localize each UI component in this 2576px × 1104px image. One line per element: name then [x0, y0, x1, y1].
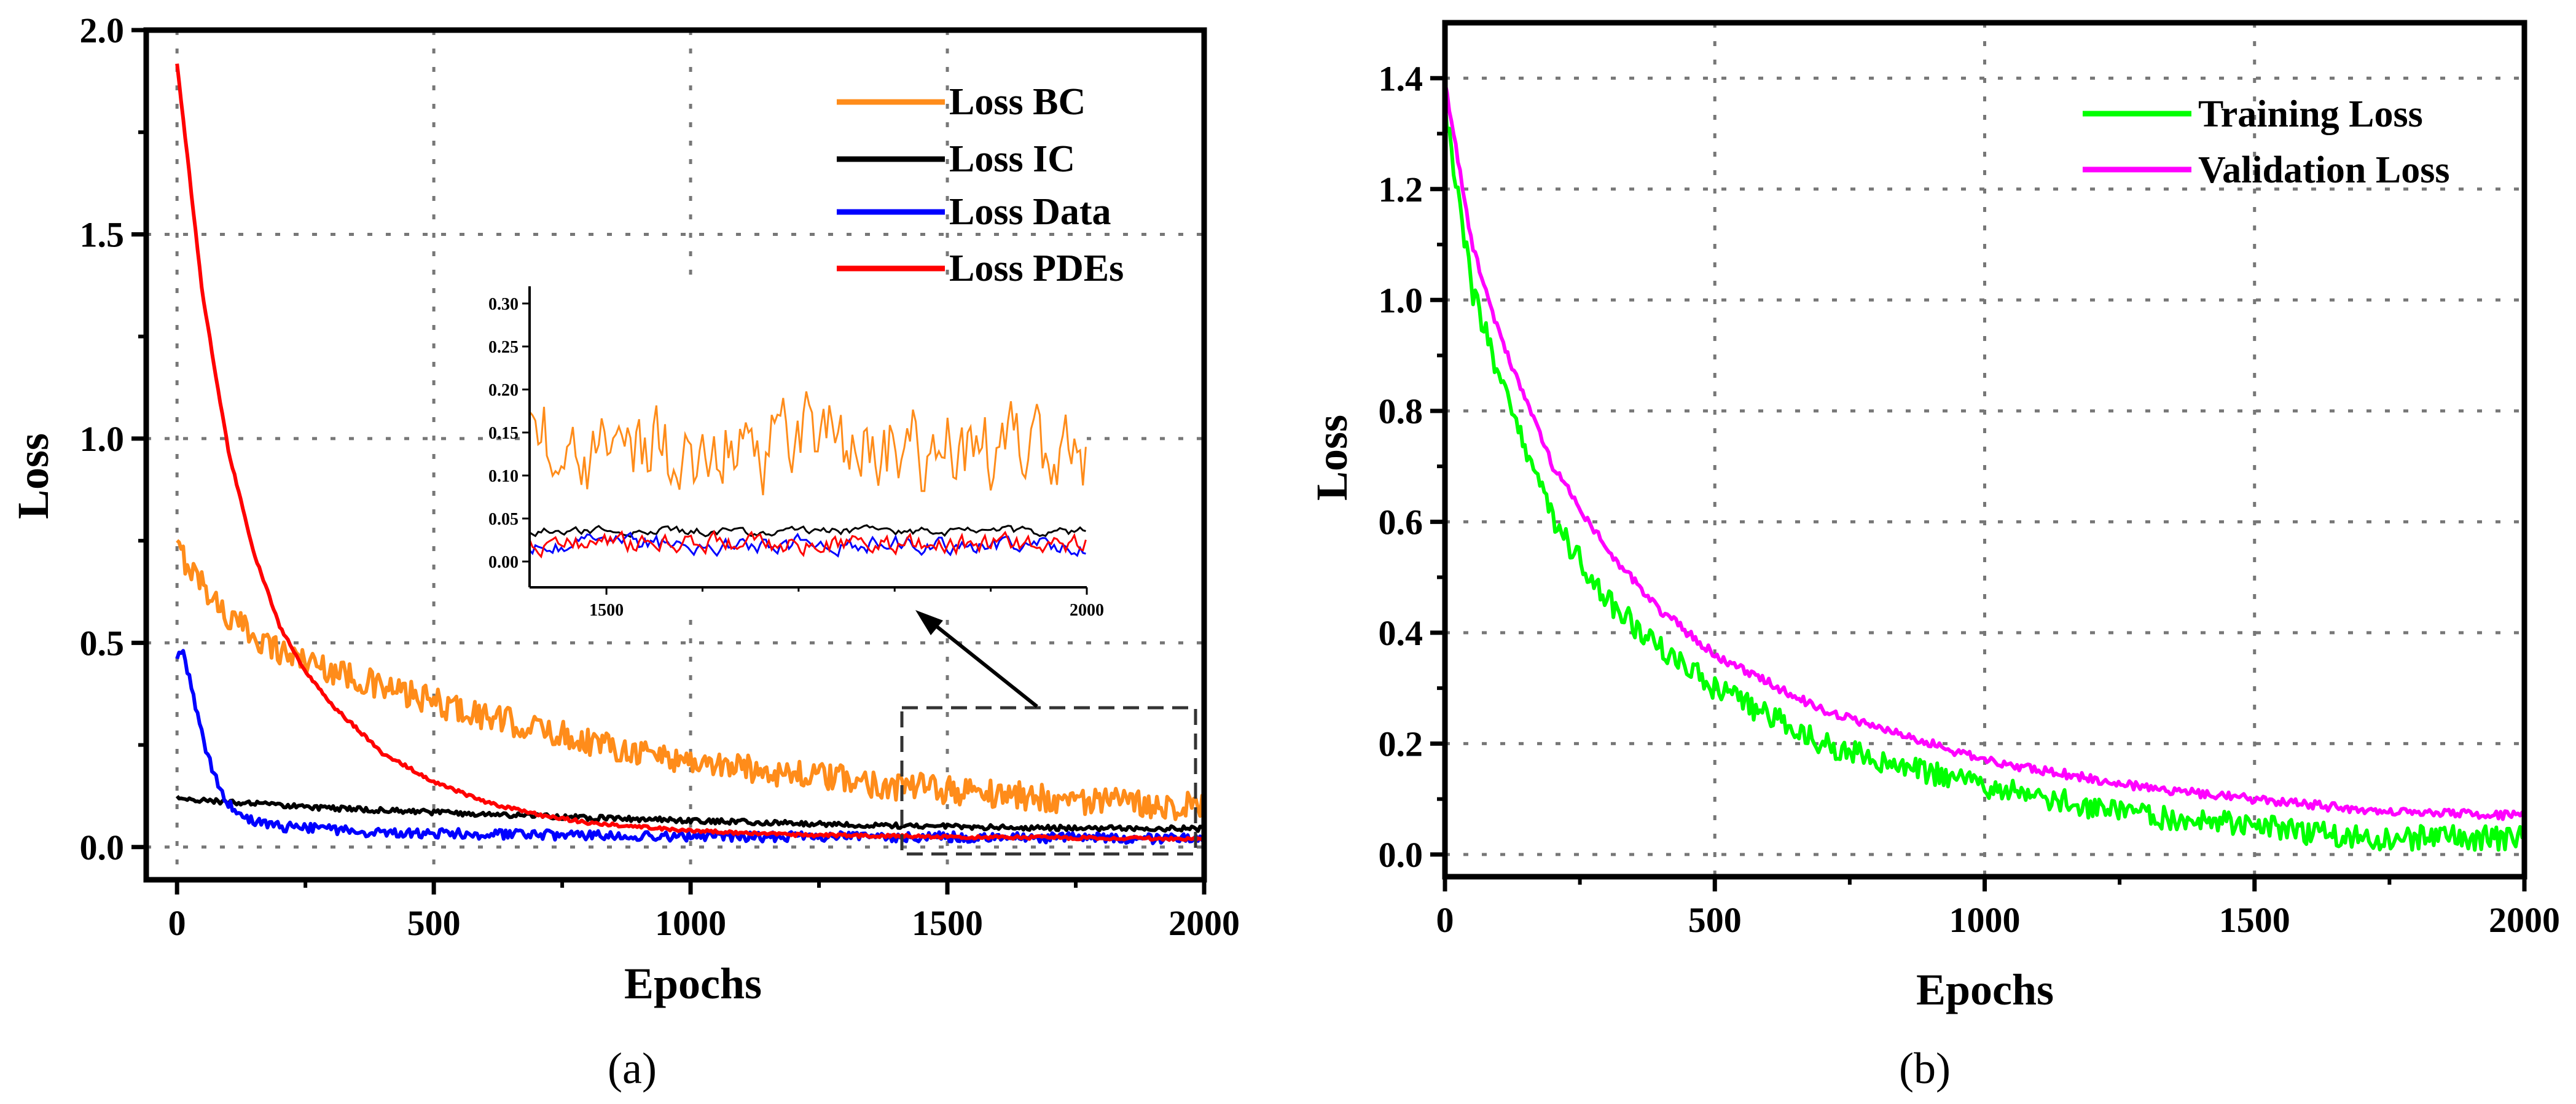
- chart-a-y-axis-title: Loss: [9, 433, 58, 519]
- x-tick-label: 0: [168, 903, 186, 943]
- chart-a-x-axis-title: Epochs: [624, 959, 762, 1008]
- x-tick-label: 1000: [1949, 900, 2021, 940]
- chart-a-inset: 0.00 0.05 0.10 0.15 0.20 0.25 0.30 1500 …: [488, 286, 1104, 620]
- chart-a-legend: Loss BC Loss IC Loss Data Loss PDEs: [837, 81, 1124, 289]
- inset-ticks: [522, 302, 1088, 595]
- legend-label-loss-ic: Loss IC: [949, 138, 1075, 180]
- y-tick-label: 0.8: [1379, 391, 1423, 431]
- chart-a-ticks: [131, 28, 1207, 895]
- chart-b-series: [1443, 82, 2526, 852]
- chart-b: 0.0 0.2 0.4 0.6 0.8 1.0 1.2 1.4 0 500 10…: [1307, 20, 2561, 1093]
- chart-a-plot-frame: [143, 27, 1207, 883]
- zoom-arrow-head: [915, 610, 943, 635]
- inset-y-tick-label: 0.05: [488, 510, 519, 529]
- y-tick-label: 0.5: [80, 623, 125, 663]
- chart-a-x-tick-labels: 0 500 1000 1500 2000: [168, 903, 1240, 943]
- y-tick-label: 0.6: [1379, 502, 1423, 542]
- y-tick-label: 1.5: [80, 214, 125, 254]
- y-tick-label: 2.0: [80, 10, 125, 50]
- inset-x-tick-labels: 1500 2000: [589, 601, 1104, 620]
- y-tick-label: 0.2: [1379, 724, 1423, 764]
- zoom-arrow: [926, 617, 1038, 708]
- inset-y-tick-label: 0.20: [488, 381, 519, 400]
- inset-series-line-loss-pdes: [528, 530, 1087, 559]
- legend-label-training-loss: Training Loss: [2198, 93, 2423, 135]
- inset-x-tick-label: 1500: [589, 601, 624, 620]
- legend-label-loss-bc: Loss BC: [949, 81, 1086, 123]
- chart-b-y-axis-title: Loss: [1307, 415, 1357, 501]
- series-line-loss-bc: [176, 539, 1206, 821]
- x-tick-label: 1000: [655, 903, 726, 943]
- x-tick-label: 1500: [912, 903, 983, 943]
- chart-b-legend: Training Loss Validation Loss: [2083, 93, 2449, 191]
- y-tick-label: 1.0: [1379, 280, 1423, 320]
- chart-a-series: [175, 63, 1206, 845]
- inset-series: [528, 391, 1087, 559]
- chart-a-y-tick-labels: 0.0 0.5 1.0 1.5 2.0: [80, 10, 125, 867]
- x-tick-label: 0: [1436, 900, 1454, 940]
- series-line-training-loss: [1443, 98, 2526, 852]
- chart-b-panel-label: (b): [1899, 1044, 1951, 1093]
- x-tick-label: 1500: [2219, 900, 2290, 940]
- inset-x-tick-label: 2000: [1070, 601, 1104, 620]
- inset-background: [530, 286, 1087, 608]
- chart-b-x-axis-title: Epochs: [1916, 965, 2054, 1014]
- inset-y-tick-labels: 0.00 0.05 0.10 0.15 0.20 0.25 0.30: [488, 295, 519, 572]
- legend-label-validation-loss: Validation Loss: [2198, 149, 2449, 191]
- inset-y-tick-label: 0.10: [488, 467, 519, 486]
- inset-y-tick-label: 0.30: [488, 295, 519, 314]
- legend-label-loss-data: Loss Data: [949, 191, 1111, 233]
- chart-a-panel-label: (a): [608, 1044, 657, 1093]
- chart-b-y-tick-labels: 0.0 0.2 0.4 0.6 0.8 1.0 1.2 1.4: [1379, 58, 1423, 875]
- chart-a: 0.0 0.5 1.0 1.5 2.0 0 500 1000 1500 2000…: [9, 10, 1240, 1093]
- y-tick-label: 1.2: [1379, 170, 1423, 209]
- inset-y-tick-label: 0.15: [488, 424, 519, 443]
- y-tick-label: 1.4: [1379, 58, 1423, 98]
- y-tick-label: 0.0: [1379, 835, 1423, 875]
- inset-y-tick-label: 0.25: [488, 338, 519, 357]
- x-tick-label: 500: [1688, 900, 1742, 940]
- inset-y-tick-label: 0.00: [488, 553, 519, 572]
- chart-b-ticks: [1430, 76, 2527, 891]
- chart-b-grid: [1445, 23, 2524, 877]
- x-tick-label: 2000: [2489, 900, 2560, 940]
- y-tick-label: 0.0: [80, 828, 125, 867]
- y-tick-label: 0.4: [1379, 613, 1423, 653]
- y-tick-label: 1.0: [80, 419, 125, 459]
- series-line-loss-ic: [175, 794, 1206, 833]
- series-line-validation-loss: [1443, 82, 2526, 821]
- inset-series-line-loss-bc: [528, 391, 1087, 496]
- x-tick-label: 2000: [1169, 903, 1240, 943]
- legend-label-loss-pdes: Loss PDEs: [949, 248, 1124, 289]
- series-line-loss-pdes: [175, 63, 1205, 842]
- x-tick-label: 500: [407, 903, 461, 943]
- chart-b-x-tick-labels: 0 500 1000 1500 2000: [1436, 900, 2561, 940]
